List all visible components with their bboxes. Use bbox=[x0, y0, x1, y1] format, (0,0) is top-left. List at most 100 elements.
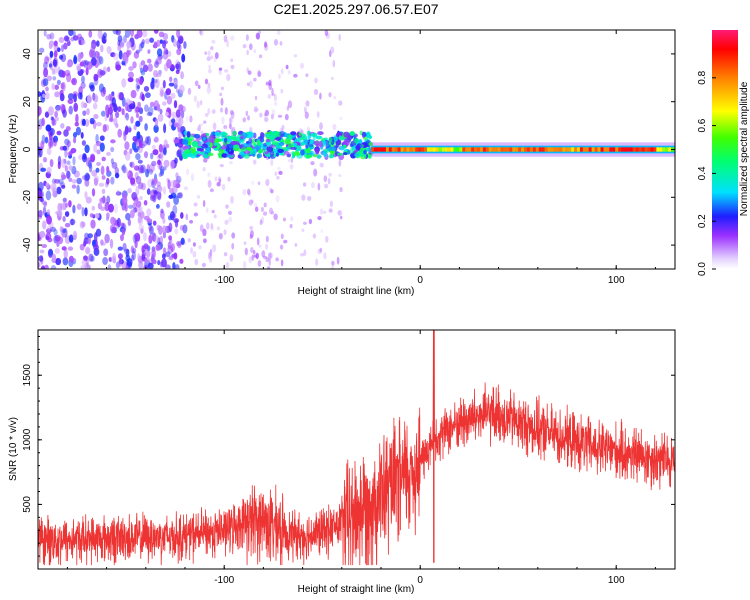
spectrogram-cell bbox=[123, 55, 129, 63]
spectrogram-cell bbox=[162, 32, 169, 41]
spectrogram-cell bbox=[246, 82, 250, 87]
spectrogram-cell bbox=[245, 146, 253, 151]
spectrogram-cell bbox=[148, 106, 154, 116]
spectrogram-cell bbox=[247, 131, 254, 138]
spectrogram-cell bbox=[334, 150, 338, 154]
spectrogram-cell bbox=[71, 179, 77, 184]
spectrogram-cell bbox=[213, 214, 217, 219]
spectrogram-cell bbox=[128, 66, 134, 71]
carrier-cell bbox=[418, 147, 422, 152]
carrier-cell bbox=[626, 147, 630, 152]
spectrogram-cell bbox=[144, 257, 150, 264]
spectrogram-cell bbox=[363, 149, 367, 155]
spectrogram-cell bbox=[279, 244, 284, 250]
spectrogram-cell bbox=[146, 208, 152, 217]
spectrogram-cell bbox=[185, 115, 189, 122]
spectrogram-ticks: -100 0 100 -40 -20 0 20 40 bbox=[22, 29, 675, 286]
spectrogram-cell bbox=[41, 117, 45, 127]
spectrogram-cell bbox=[166, 95, 173, 105]
spectrogram-cell bbox=[159, 86, 165, 94]
spectrogram-cell bbox=[300, 253, 305, 257]
spectrogram-cell bbox=[305, 100, 310, 107]
spectrogram-cell bbox=[181, 53, 186, 63]
carrier-cell bbox=[371, 147, 375, 152]
spectrogram-cell bbox=[173, 100, 178, 109]
spectrogram-cell bbox=[333, 96, 336, 100]
spectrogram-cell bbox=[62, 145, 68, 151]
spectrogram-cell bbox=[319, 122, 323, 130]
spectrogram-cell bbox=[307, 196, 312, 201]
spectrogram-cell bbox=[193, 133, 201, 139]
spectrogram-cell bbox=[110, 139, 116, 144]
spectrogram-cell bbox=[331, 260, 335, 266]
spectrogram-cell bbox=[277, 148, 285, 154]
spectrogram-cell bbox=[359, 150, 363, 157]
spectrogram-cell bbox=[90, 84, 95, 92]
spectrogram-cell bbox=[223, 229, 227, 236]
carrier-cell bbox=[632, 147, 636, 152]
spectrogram-cell bbox=[323, 252, 327, 260]
spectrogram-cell bbox=[49, 226, 56, 232]
spectrogram-cell bbox=[207, 82, 211, 88]
spectrogram-cell bbox=[232, 144, 240, 149]
spectrogram-cell bbox=[114, 172, 120, 179]
spectrogram-cell bbox=[218, 178, 222, 184]
spectrogram-cell bbox=[319, 92, 322, 100]
spectrogram-cell bbox=[202, 154, 209, 159]
spectrogram-cell bbox=[287, 100, 293, 109]
spectrogram-cell bbox=[126, 50, 130, 58]
spectrogram-cell bbox=[175, 109, 181, 118]
spectrogram-cell bbox=[317, 131, 324, 136]
spectrogram-cell bbox=[68, 150, 73, 156]
snr-xtick-label: 0 bbox=[417, 575, 423, 586]
spectrogram-cell bbox=[338, 33, 341, 42]
spectrogram-cell bbox=[66, 61, 73, 68]
spectrogram-cell bbox=[206, 86, 211, 94]
spectrogram-cell bbox=[174, 157, 178, 164]
spectrogram-cell bbox=[156, 39, 161, 47]
spectrogram-cell bbox=[42, 206, 47, 216]
spectrogram-cell bbox=[112, 252, 116, 261]
carrier-cell bbox=[547, 147, 551, 152]
spectrogram-cell bbox=[255, 32, 261, 40]
spectrogram-cell bbox=[98, 197, 105, 203]
spectrogram-cell bbox=[228, 216, 233, 223]
spectrogram-cell bbox=[82, 110, 87, 116]
spectrogram-cell bbox=[48, 140, 52, 150]
spectrogram-cell bbox=[224, 69, 229, 73]
spectrogram-cell bbox=[38, 255, 44, 262]
spectrogram-cell bbox=[113, 104, 118, 113]
spectrogram-cell bbox=[259, 112, 263, 118]
spectrogram-cell bbox=[139, 78, 143, 86]
spectrogram-cell bbox=[219, 131, 226, 138]
spectrogram-cell bbox=[220, 86, 225, 91]
spectrogram-cell bbox=[85, 257, 89, 267]
spectrogram-cell bbox=[137, 182, 144, 190]
spectrogram-cell bbox=[208, 254, 213, 263]
spectrogram-cell bbox=[150, 189, 156, 199]
spectrogram-cell bbox=[80, 81, 86, 89]
spectrogram-cell bbox=[269, 187, 272, 192]
spectrogram-cell bbox=[227, 210, 233, 216]
spectrogram-cell bbox=[252, 250, 256, 255]
spectrogram-cell bbox=[193, 212, 199, 217]
spectrogram-cell bbox=[308, 144, 314, 148]
spectrogram-cell bbox=[42, 93, 46, 99]
spectrogram-cell bbox=[347, 149, 351, 155]
carrier-cell bbox=[459, 147, 463, 152]
spectrogram-cell bbox=[265, 243, 269, 250]
spectrogram-cell bbox=[135, 49, 141, 54]
spectrogram-cell bbox=[271, 210, 275, 215]
spectrogram-cell bbox=[306, 154, 313, 159]
spectrogram-cell bbox=[117, 246, 123, 251]
carrier-cell bbox=[424, 147, 428, 152]
spectrogram-cell bbox=[142, 64, 149, 73]
spectrogram-cell bbox=[67, 98, 74, 104]
spectrogram-cell bbox=[52, 57, 59, 68]
snr-xtick-label: 100 bbox=[608, 575, 625, 586]
spectrogram-cell bbox=[263, 202, 267, 208]
spectrogram-cell bbox=[273, 101, 278, 106]
spectrogram-cell bbox=[278, 170, 283, 176]
spectrogram-cell bbox=[96, 161, 101, 166]
spectrogram-cell bbox=[158, 31, 165, 38]
